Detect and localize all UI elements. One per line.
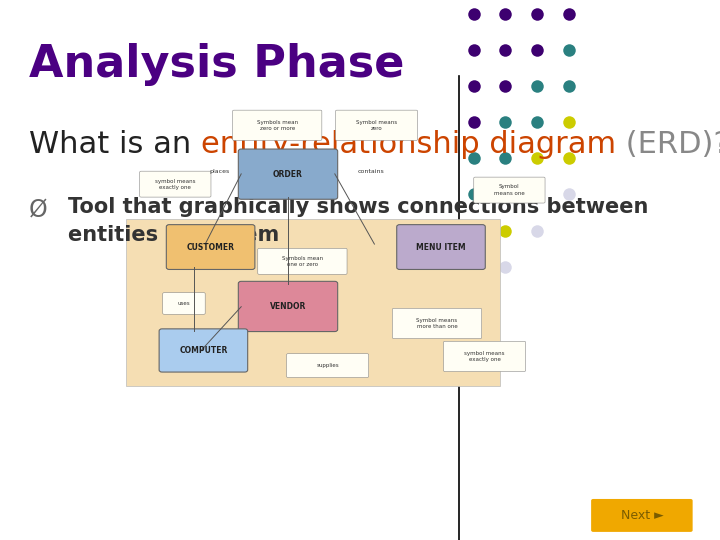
Text: places: places [210, 169, 230, 174]
Text: Symbol means
zero: Symbol means zero [356, 120, 397, 131]
FancyBboxPatch shape [444, 341, 526, 372]
Text: Tool that graphically shows connections between
entities in system: Tool that graphically shows connections … [68, 197, 649, 245]
Text: MENU ITEM: MENU ITEM [416, 242, 466, 252]
FancyBboxPatch shape [258, 248, 347, 274]
Text: symbol means
exactly one: symbol means exactly one [464, 351, 505, 362]
FancyBboxPatch shape [392, 308, 482, 339]
Text: ORDER: ORDER [273, 170, 303, 179]
FancyBboxPatch shape [474, 177, 545, 203]
Text: entity-relationship diagram: entity-relationship diagram [201, 130, 616, 159]
Text: What is an: What is an [29, 130, 201, 159]
Text: Next ►: Next ► [621, 509, 663, 522]
Text: Symbols mean
one or zero: Symbols mean one or zero [282, 256, 323, 267]
FancyBboxPatch shape [159, 329, 248, 372]
FancyBboxPatch shape [591, 499, 693, 532]
FancyBboxPatch shape [163, 293, 205, 314]
Text: Symbol
means one: Symbol means one [494, 185, 525, 195]
Text: supplies: supplies [316, 363, 339, 368]
Text: contains: contains [357, 169, 384, 174]
FancyBboxPatch shape [287, 354, 369, 377]
Text: Ø: Ø [29, 197, 48, 221]
FancyBboxPatch shape [233, 110, 322, 140]
Text: Symbol means
more than one: Symbol means more than one [416, 318, 458, 329]
Text: symbol means
exactly one: symbol means exactly one [155, 179, 196, 190]
FancyBboxPatch shape [238, 281, 338, 332]
Text: Symbols mean
zero or more: Symbols mean zero or more [256, 120, 298, 131]
Text: CUSTOMER: CUSTOMER [186, 242, 235, 252]
Text: (ERD)?: (ERD)? [616, 130, 720, 159]
FancyBboxPatch shape [238, 149, 338, 199]
FancyBboxPatch shape [166, 225, 255, 269]
Text: VENDOR: VENDOR [270, 302, 306, 311]
FancyBboxPatch shape [126, 219, 500, 386]
FancyBboxPatch shape [397, 225, 485, 269]
FancyBboxPatch shape [336, 110, 418, 140]
FancyBboxPatch shape [140, 171, 211, 197]
Text: COMPUTER: COMPUTER [179, 346, 228, 355]
Text: Analysis Phase: Analysis Phase [29, 43, 404, 86]
Text: uses: uses [178, 301, 190, 306]
